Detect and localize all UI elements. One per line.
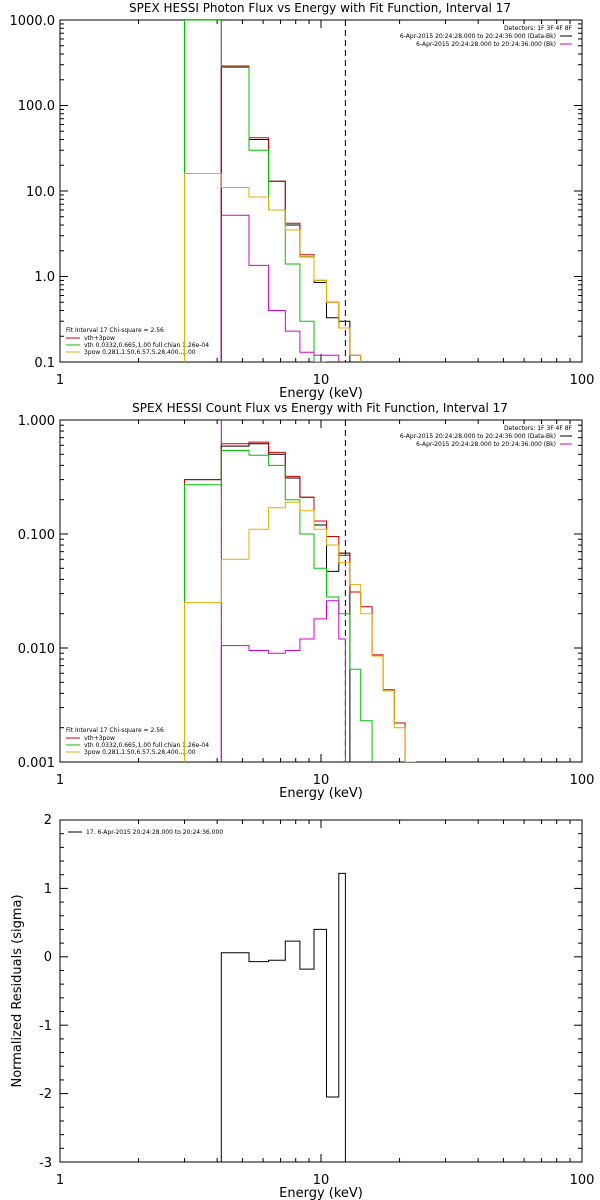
yellow-step-series (184, 501, 416, 762)
y-tick-label: 0.1 (34, 356, 55, 371)
legend-label: 3pow 0.281,1.50,6.57,5.28,400.,1.00 (84, 349, 196, 356)
photon-flux-panel: SPEX HESSI Photon Flux vs Energy with Fi… (10, 1, 595, 401)
data-interval-header: 6-Apr-2015 20:24:28.000 to 20:24:36.000 … (400, 33, 556, 40)
green-step-series (184, 20, 327, 362)
y-tick-label: 1.000 (18, 414, 55, 429)
x-tick-label: 1 (56, 1173, 64, 1188)
chart-title: SPEX HESSI Count Flux vs Energy with Fit… (132, 401, 508, 415)
magenta-step-series (220, 600, 346, 762)
data-interval-header: 6-Apr-2015 20:24:28.000 to 20:24:36.000 … (400, 433, 556, 440)
x-tick-label: 100 (570, 1173, 595, 1188)
detectors-header: Detectors: 1F 3F 4F 8F (504, 25, 573, 32)
y-tick-label: 0.100 (18, 528, 55, 543)
black-step-series (184, 66, 351, 362)
yellow-step-series (184, 173, 362, 362)
y-tick-label: 1000.0 (10, 14, 56, 29)
legend-label: vth 0.0332,0.665,1.00 full chian 1.26e-0… (84, 342, 209, 349)
x-axis-title: Energy (keV) (279, 386, 363, 401)
detectors-header: Detectors: 1F 3F 4F 8F (504, 425, 573, 432)
count-flux-panel: SPEX HESSI Count Flux vs Energy with Fit… (18, 401, 595, 801)
x-tick-label: 10 (313, 1173, 330, 1188)
legend-label: vth+3pow (84, 735, 115, 742)
plot-frame (59, 819, 583, 1163)
x-tick-label: 10 (313, 773, 330, 788)
magenta-step-series (220, 214, 340, 362)
y-tick-label: -1 (39, 1019, 52, 1034)
x-tick-label: 1 (56, 373, 64, 388)
y-tick-label: 0.001 (18, 756, 55, 771)
y-tick-label: 1 (44, 882, 52, 897)
y-tick-label: 0 (44, 950, 52, 965)
red-step-series (184, 441, 406, 762)
x-axis-title: Energy (keV) (279, 1186, 363, 1200)
y-tick-label: 2 (44, 813, 52, 828)
red-step-series (220, 65, 362, 362)
y-axis-title: Normalized Residuals (sigma) (10, 894, 25, 1087)
legend-title: Fit Interval 17 Chi-square = 2.56 (66, 727, 164, 734)
black-step-series (184, 443, 351, 762)
plot-frame (59, 419, 583, 763)
x-axis-title: Energy (keV) (279, 786, 363, 801)
axis-ticks (59, 819, 583, 1163)
plot-frame (59, 19, 583, 363)
x-tick-label: 1 (56, 773, 64, 788)
y-tick-label: 0.010 (18, 642, 55, 657)
y-tick-label: 1.0 (34, 270, 55, 285)
y-tick-label: 10.0 (26, 185, 55, 200)
legend-title: Fit Interval 17 Chi-square = 2.56 (66, 327, 164, 334)
legend-label: vth 0.0332,0.665,1.00 full chian 1.26e-0… (84, 742, 209, 749)
legend-label: 17. 6-Apr-2015 20:24:28.000 to 20:24:36.… (86, 829, 223, 836)
y-tick-label: -2 (39, 1087, 52, 1102)
x-tick-label: 100 (570, 773, 595, 788)
bk-interval-header: 6-Apr-2015 20:24:28.000 to 20:24:36.000 … (416, 441, 556, 448)
axis-ticks (59, 419, 583, 763)
x-tick-label: 10 (313, 373, 330, 388)
legend-label: 3pow 0.281,1.50,6.57,5.28,400.,1.00 (84, 749, 196, 756)
axis-ticks (59, 19, 583, 363)
y-tick-label: 100.0 (18, 99, 55, 114)
x-tick-label: 100 (570, 373, 595, 388)
chart-title: SPEX HESSI Photon Flux vs Energy with Fi… (129, 1, 511, 15)
green-step-series (184, 450, 373, 762)
residuals-panel: 1 10 100 -3 -2 -1 0 1 2 Energy (keV) Nor… (10, 813, 594, 1200)
y-tick-label: -3 (39, 1156, 52, 1171)
bk-interval-header: 6-Apr-2015 20:24:28.000 to 20:24:36.000 … (416, 41, 556, 48)
legend-label: vth+3pow (84, 335, 115, 342)
residual-step-series (220, 872, 346, 1162)
